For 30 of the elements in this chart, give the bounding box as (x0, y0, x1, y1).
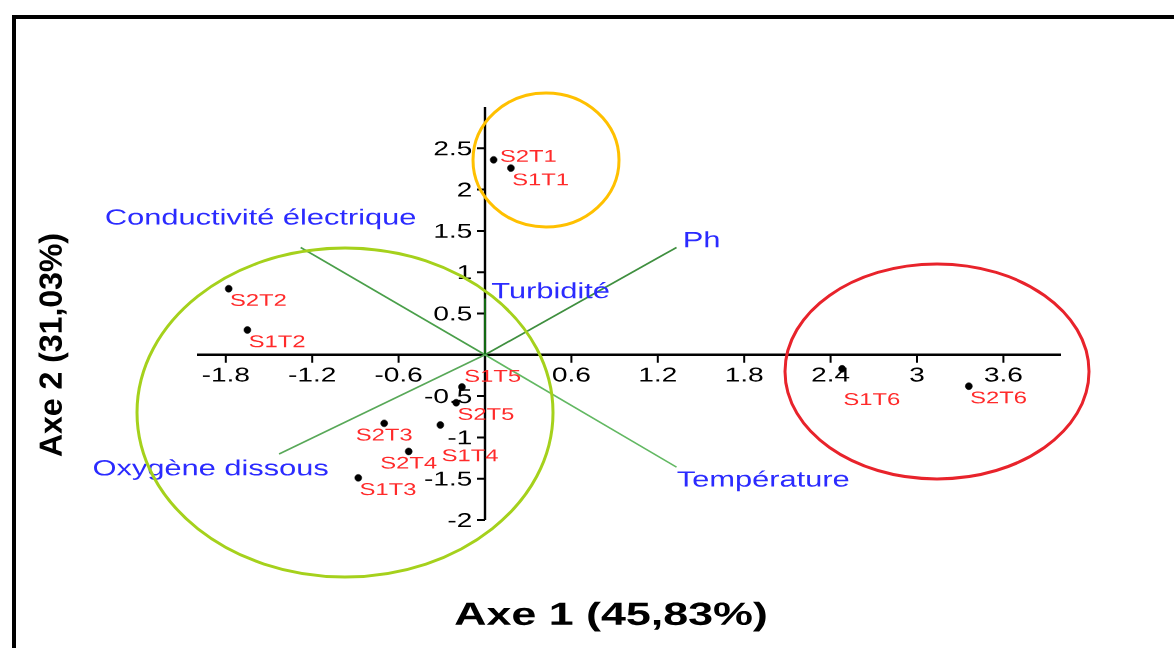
annotation: S2T2 (231, 293, 286, 307)
y-tick-label: 2.5 (434, 141, 472, 156)
annotation: S2T1 (501, 149, 556, 162)
x-tick-label: -1.2 (289, 367, 335, 382)
x-tick-label: -1.8 (202, 367, 249, 382)
annotation: S1T1 (513, 173, 568, 186)
annotation: S2T3 (356, 428, 412, 441)
y-tick-label: -1.5 (425, 471, 472, 486)
x-axis-title: Axe 1 (45,83%) (455, 601, 766, 632)
x-tick-label: 3.6 (985, 367, 1022, 382)
x-tick-label: 1.8 (726, 367, 763, 382)
annotation: S1T3 (360, 483, 416, 496)
text: Conductivité électrique (106, 208, 416, 230)
y-tick-label: 0.5 (434, 306, 472, 321)
annotation: S2T4 (381, 456, 437, 469)
x-tick-label: 3 (910, 367, 924, 382)
y-tick-label: -1 (448, 430, 471, 445)
series-label: Température (677, 470, 849, 492)
y-axis-title: Axe 2 (31,03%) (38, 234, 69, 457)
series-label: Ph (685, 231, 719, 248)
y-tick-label: 2 (458, 182, 471, 197)
annotation: S1T6 (844, 393, 900, 406)
y-tick-label: -0.5 (425, 389, 472, 404)
x-tick-label: -0.6 (375, 367, 422, 382)
annotation: S1T2 (249, 335, 305, 348)
annotation: S2T6 (971, 391, 1026, 404)
x-tick-label: 0.6 (553, 367, 590, 382)
x-tick-label: 1.2 (640, 367, 676, 382)
y-tick-label: -2 (448, 513, 471, 527)
y-tick-label: 1.5 (435, 223, 472, 238)
